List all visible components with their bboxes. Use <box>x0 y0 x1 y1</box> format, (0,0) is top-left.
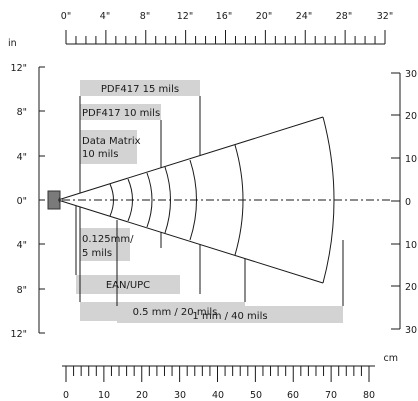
cm-label-80: 80 <box>363 390 375 401</box>
inch-label-4: 4" <box>100 11 110 22</box>
right-label-30-top: 30 <box>405 69 417 80</box>
inch-label-24: 24" <box>296 11 312 22</box>
cm-label-20: 20 <box>136 390 148 401</box>
left-label-12-bottom: 12" <box>11 329 27 340</box>
cone-lower-edge <box>57 199 324 284</box>
range-bar-pdf417-10 <box>80 104 161 120</box>
left-label-0: 0" <box>17 196 27 207</box>
cm-label-60: 60 <box>287 390 299 401</box>
inch-unit-label: in <box>8 38 17 49</box>
range-label-5mils-line2: 5 mils <box>82 248 112 259</box>
inch-label-28: 28" <box>336 11 352 22</box>
right-axis: 30 20 10 0 10 20 30 <box>391 69 417 336</box>
inch-label-32: 32" <box>377 11 393 22</box>
range-label-pdf417-10: PDF417 10 mils <box>82 108 160 119</box>
inch-label-20: 20" <box>256 11 272 22</box>
cm-unit-label: cm <box>384 353 398 364</box>
right-label-0: 0 <box>405 197 411 208</box>
range-label-40mils: 1 mm / 40 mils <box>192 311 267 322</box>
scanner-icon <box>47 190 61 210</box>
range-bars <box>76 80 343 323</box>
inch-label-12: 12" <box>177 11 193 22</box>
right-label-20-bottom: 20 <box>405 282 417 293</box>
range-label-20mils: 0.5 mm / 20 mils <box>133 307 218 318</box>
inch-label-0: 0" <box>61 11 71 22</box>
range-bar-40mils <box>117 306 343 323</box>
right-label-10-top: 10 <box>405 154 417 165</box>
cm-label-0: 0 <box>63 390 69 401</box>
cm-label-30: 30 <box>174 390 186 401</box>
cm-label-70: 70 <box>325 390 337 401</box>
left-label-12-top: 12" <box>11 63 27 74</box>
cm-label-40: 40 <box>212 390 224 401</box>
cm-label-50: 50 <box>250 390 262 401</box>
inch-label-16: 16" <box>216 11 232 22</box>
inch-label-8: 8" <box>140 11 150 22</box>
range-bar-5mils <box>80 228 130 261</box>
range-label-ean-upc: EAN/UPC <box>106 280 150 291</box>
right-label-20-top: 20 <box>405 111 417 122</box>
right-label-10-bottom: 10 <box>405 240 417 251</box>
left-label-8-bottom: 8" <box>17 285 27 296</box>
depth-arc-3 <box>146 172 153 228</box>
range-label-datamatrix-line2: 10 mils <box>82 149 118 160</box>
inch-ruler: 0" 4" 8" 12" 16" 20" 24" 28" 32" in <box>8 11 393 49</box>
range-bar-pdf417-15 <box>80 80 200 96</box>
cm-ruler: cm 0 10 20 30 40 50 60 70 80 <box>62 353 398 401</box>
cm-label-10: 10 <box>98 390 110 401</box>
right-label-30-bottom: 30 <box>405 325 417 336</box>
range-label-5mils-line1: 0.125mm/ <box>82 234 134 245</box>
range-label-pdf417-15: PDF417 15 mils <box>101 84 179 95</box>
left-label-4-bottom: 4" <box>17 240 27 251</box>
left-label-8-top: 8" <box>17 107 27 118</box>
range-label-datamatrix-line1: Data Matrix <box>82 136 141 147</box>
cone-upper-edge <box>57 116 324 201</box>
left-label-4-top: 4" <box>17 152 27 163</box>
left-axis: 12" 8" 4" 0" 4" 8" 12" <box>11 63 45 340</box>
range-bar-ean-upc <box>76 275 180 294</box>
range-bar-datamatrix-10 <box>80 130 137 164</box>
